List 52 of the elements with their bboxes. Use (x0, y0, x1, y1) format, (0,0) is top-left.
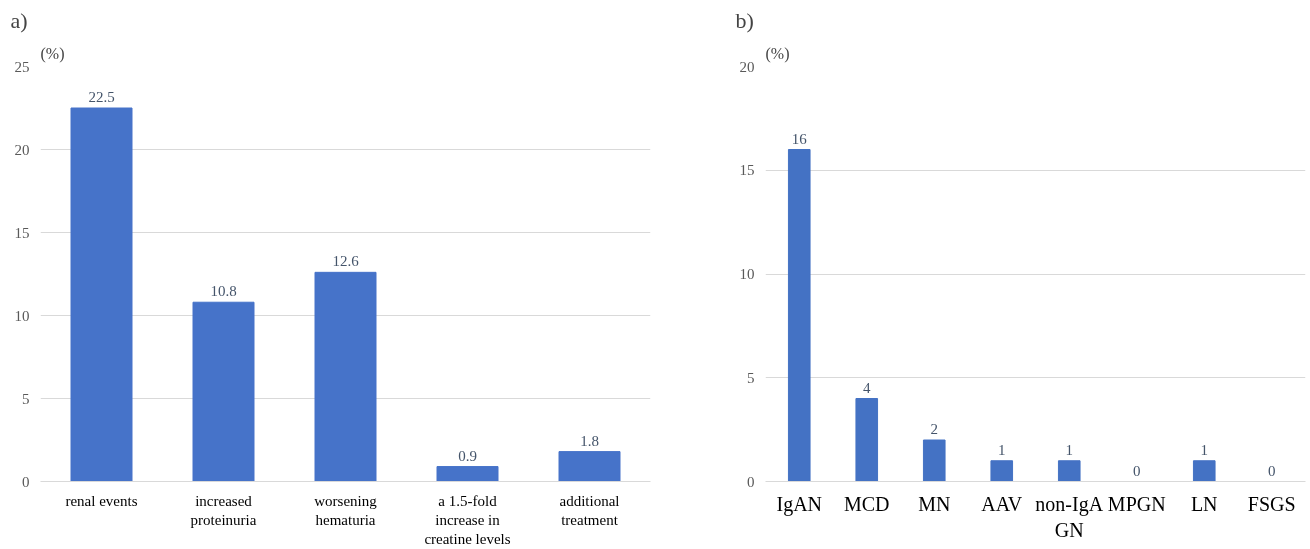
chart-title: a) (10, 7, 28, 33)
x-tick-label: IgAN (776, 492, 823, 516)
data-label: 16 (791, 130, 808, 147)
bar (558, 451, 621, 482)
x-tick-label: FSGS (1247, 492, 1296, 515)
x-tick-label: additional treatment (559, 492, 620, 528)
data-label: 22.5 (88, 89, 115, 105)
data-label: 0 (1133, 462, 1141, 479)
x-tick-label: MN (918, 492, 951, 515)
y-tick-label: 5 (747, 369, 755, 386)
bar (990, 460, 1014, 482)
x-tick-label: MPGN (1107, 492, 1166, 515)
data-label: 1.8 (580, 432, 599, 449)
data-label: 0 (1268, 462, 1276, 479)
x-tick-label: a 1.5-fold increase in creatine levels (424, 492, 511, 547)
x-tick-label: worsening hematuria (314, 492, 378, 528)
x-tick-label: AAV (981, 492, 1023, 515)
y-tick-label: 20 (739, 58, 755, 75)
data-label: 2 (930, 421, 938, 437)
data-label: 1 (1065, 441, 1073, 458)
y-tick-label: 0 (22, 473, 30, 490)
bar (314, 271, 377, 482)
y-tick-label: 10 (739, 266, 755, 282)
bar (855, 398, 879, 482)
y-tick-label: 20 (14, 141, 30, 158)
y-axis-title: (%) (40, 44, 65, 63)
data-label: 1 (998, 441, 1006, 458)
y-tick-label: 0 (747, 473, 755, 490)
y-tick-label: 5 (22, 390, 30, 407)
data-label: 12.6 (332, 253, 360, 270)
bar (922, 439, 946, 482)
x-tick-label: renal events (65, 492, 138, 509)
bar (192, 301, 255, 482)
bar (787, 149, 811, 482)
y-tick-label: 25 (14, 58, 30, 75)
chart-title: b) (735, 7, 754, 33)
bar (70, 107, 133, 482)
bar (436, 466, 499, 482)
data-label: 0.9 (458, 447, 477, 464)
x-tick-label: non-IgA GN (1035, 492, 1104, 541)
data-label: 10.8 (210, 283, 237, 300)
y-tick-label: 10 (14, 307, 30, 324)
data-label: 1 (1200, 441, 1208, 458)
x-tick-label: LN (1190, 492, 1218, 515)
data-label: 4 (863, 379, 871, 396)
y-axis-title: (%) (765, 44, 790, 63)
x-tick-label: increased proteinuria (190, 492, 257, 528)
y-tick-label: 15 (739, 162, 755, 179)
x-tick-label: MCD (843, 492, 890, 515)
bar (1057, 460, 1081, 482)
bar (1192, 460, 1216, 482)
y-tick-label: 15 (14, 224, 30, 241)
